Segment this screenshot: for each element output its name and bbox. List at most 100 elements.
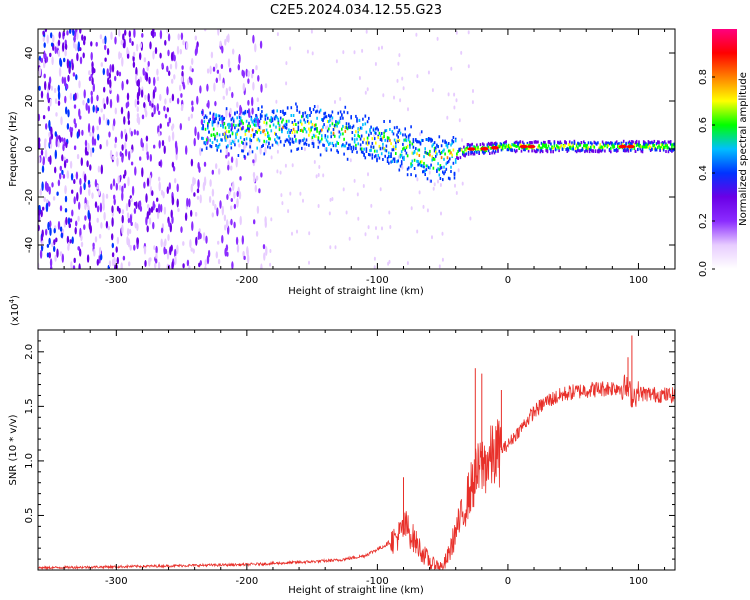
signal-cell: [303, 118, 305, 122]
noise-cell: [174, 178, 177, 184]
noise-cell: [194, 35, 197, 41]
signal-cell: [557, 140, 559, 144]
signal-cell: [373, 149, 376, 153]
signal-cell: [586, 143, 589, 147]
signal-cell: [276, 141, 278, 145]
signal-cell: [410, 173, 412, 177]
noise-cell: [191, 100, 194, 106]
signal-cell: [595, 142, 598, 146]
signal-cell: [399, 131, 402, 135]
noise-cell: [41, 229, 44, 238]
noise-cell: [103, 86, 106, 93]
noise-cell: [85, 102, 88, 111]
noise-cell: [169, 97, 172, 104]
signal-cell: [450, 143, 452, 147]
noise-cell: [127, 110, 130, 121]
signal-cell: [275, 125, 277, 129]
signal-cell: [483, 143, 485, 147]
noise-cell: [364, 90, 367, 95]
signal-cell: [234, 143, 236, 147]
noise-cell: [154, 47, 158, 55]
noise-cell: [222, 95, 225, 100]
signal-cell: [413, 150, 416, 154]
noise-cell: [168, 135, 171, 143]
signal-cell: [355, 147, 357, 150]
signal-cell: [365, 141, 368, 145]
noise-cell: [460, 50, 463, 55]
signal-cell: [580, 141, 583, 144]
signal-cell: [276, 109, 278, 113]
signal-cell: [302, 129, 304, 133]
noise-cell: [375, 226, 377, 231]
noise-cell: [64, 95, 67, 104]
signal-cell: [325, 115, 328, 119]
noise-cell: [87, 142, 90, 152]
noise-cell: [42, 30, 45, 36]
signal-cell: [436, 168, 438, 172]
noise-cell: [114, 143, 117, 149]
signal-cell: [443, 157, 445, 161]
noise-cell: [38, 60, 41, 65]
signal-cell: [457, 150, 459, 153]
signal-cell: [598, 146, 600, 150]
signal-cell: [242, 121, 244, 125]
signal-cell: [217, 114, 220, 118]
signal-cell: [541, 145, 544, 149]
signal-cell: [274, 131, 276, 135]
signal-cell: [316, 127, 318, 130]
signal-cell: [284, 139, 287, 143]
signal-cell: [447, 176, 450, 180]
noise-cell: [57, 179, 61, 187]
signal-cell: [489, 143, 491, 146]
noise-cell: [182, 263, 185, 269]
noise-cell: [88, 70, 91, 76]
noise-cell: [428, 170, 431, 175]
signal-cell: [353, 138, 356, 142]
signal-cell: [590, 141, 592, 145]
noise-cell: [145, 216, 148, 226]
signal-cell: [220, 116, 222, 120]
noise-cell: [121, 144, 124, 151]
noise-cell: [108, 260, 112, 268]
noise-cell: [223, 214, 227, 222]
signal-cell: [572, 143, 574, 147]
signal-cell: [312, 108, 315, 112]
signal-cell: [278, 123, 281, 127]
signal-cell: [432, 142, 435, 146]
noise-cell: [64, 49, 67, 57]
signal-cell: [309, 107, 311, 111]
signal-cell: [442, 170, 444, 174]
noise-cell: [111, 205, 114, 213]
signal-cell: [383, 120, 385, 123]
noise-cell: [62, 57, 66, 63]
signal-cell: [230, 128, 233, 132]
noise-cell: [138, 200, 142, 210]
signal-cell: [271, 119, 274, 123]
noise-cell: [137, 78, 140, 88]
noise-cell: [254, 43, 257, 53]
signal-cell: [202, 127, 204, 131]
noise-cell: [248, 149, 251, 156]
noise-cell: [158, 140, 161, 149]
signal-cell: [516, 140, 518, 144]
signal-cell: [506, 148, 509, 152]
signal-cell: [376, 126, 378, 130]
signal-cell: [379, 134, 382, 138]
signal-cell: [303, 126, 305, 130]
signal-cell: [202, 125, 204, 129]
noise-cell: [177, 33, 180, 41]
signal-cell: [423, 165, 425, 169]
signal-cell: [342, 143, 344, 147]
noise-cell: [329, 245, 332, 250]
signal-cell: [357, 130, 359, 134]
signal-cell: [221, 115, 223, 119]
signal-cell: [393, 157, 396, 161]
signal-cell: [359, 137, 362, 141]
signal-cell: [574, 148, 577, 152]
noise-cell: [159, 159, 163, 168]
signal-cell: [585, 148, 587, 152]
signal-cell: [465, 152, 468, 156]
signal-cell: [358, 135, 361, 139]
noise-cell: [214, 203, 217, 211]
signal-cell: [288, 134, 290, 138]
